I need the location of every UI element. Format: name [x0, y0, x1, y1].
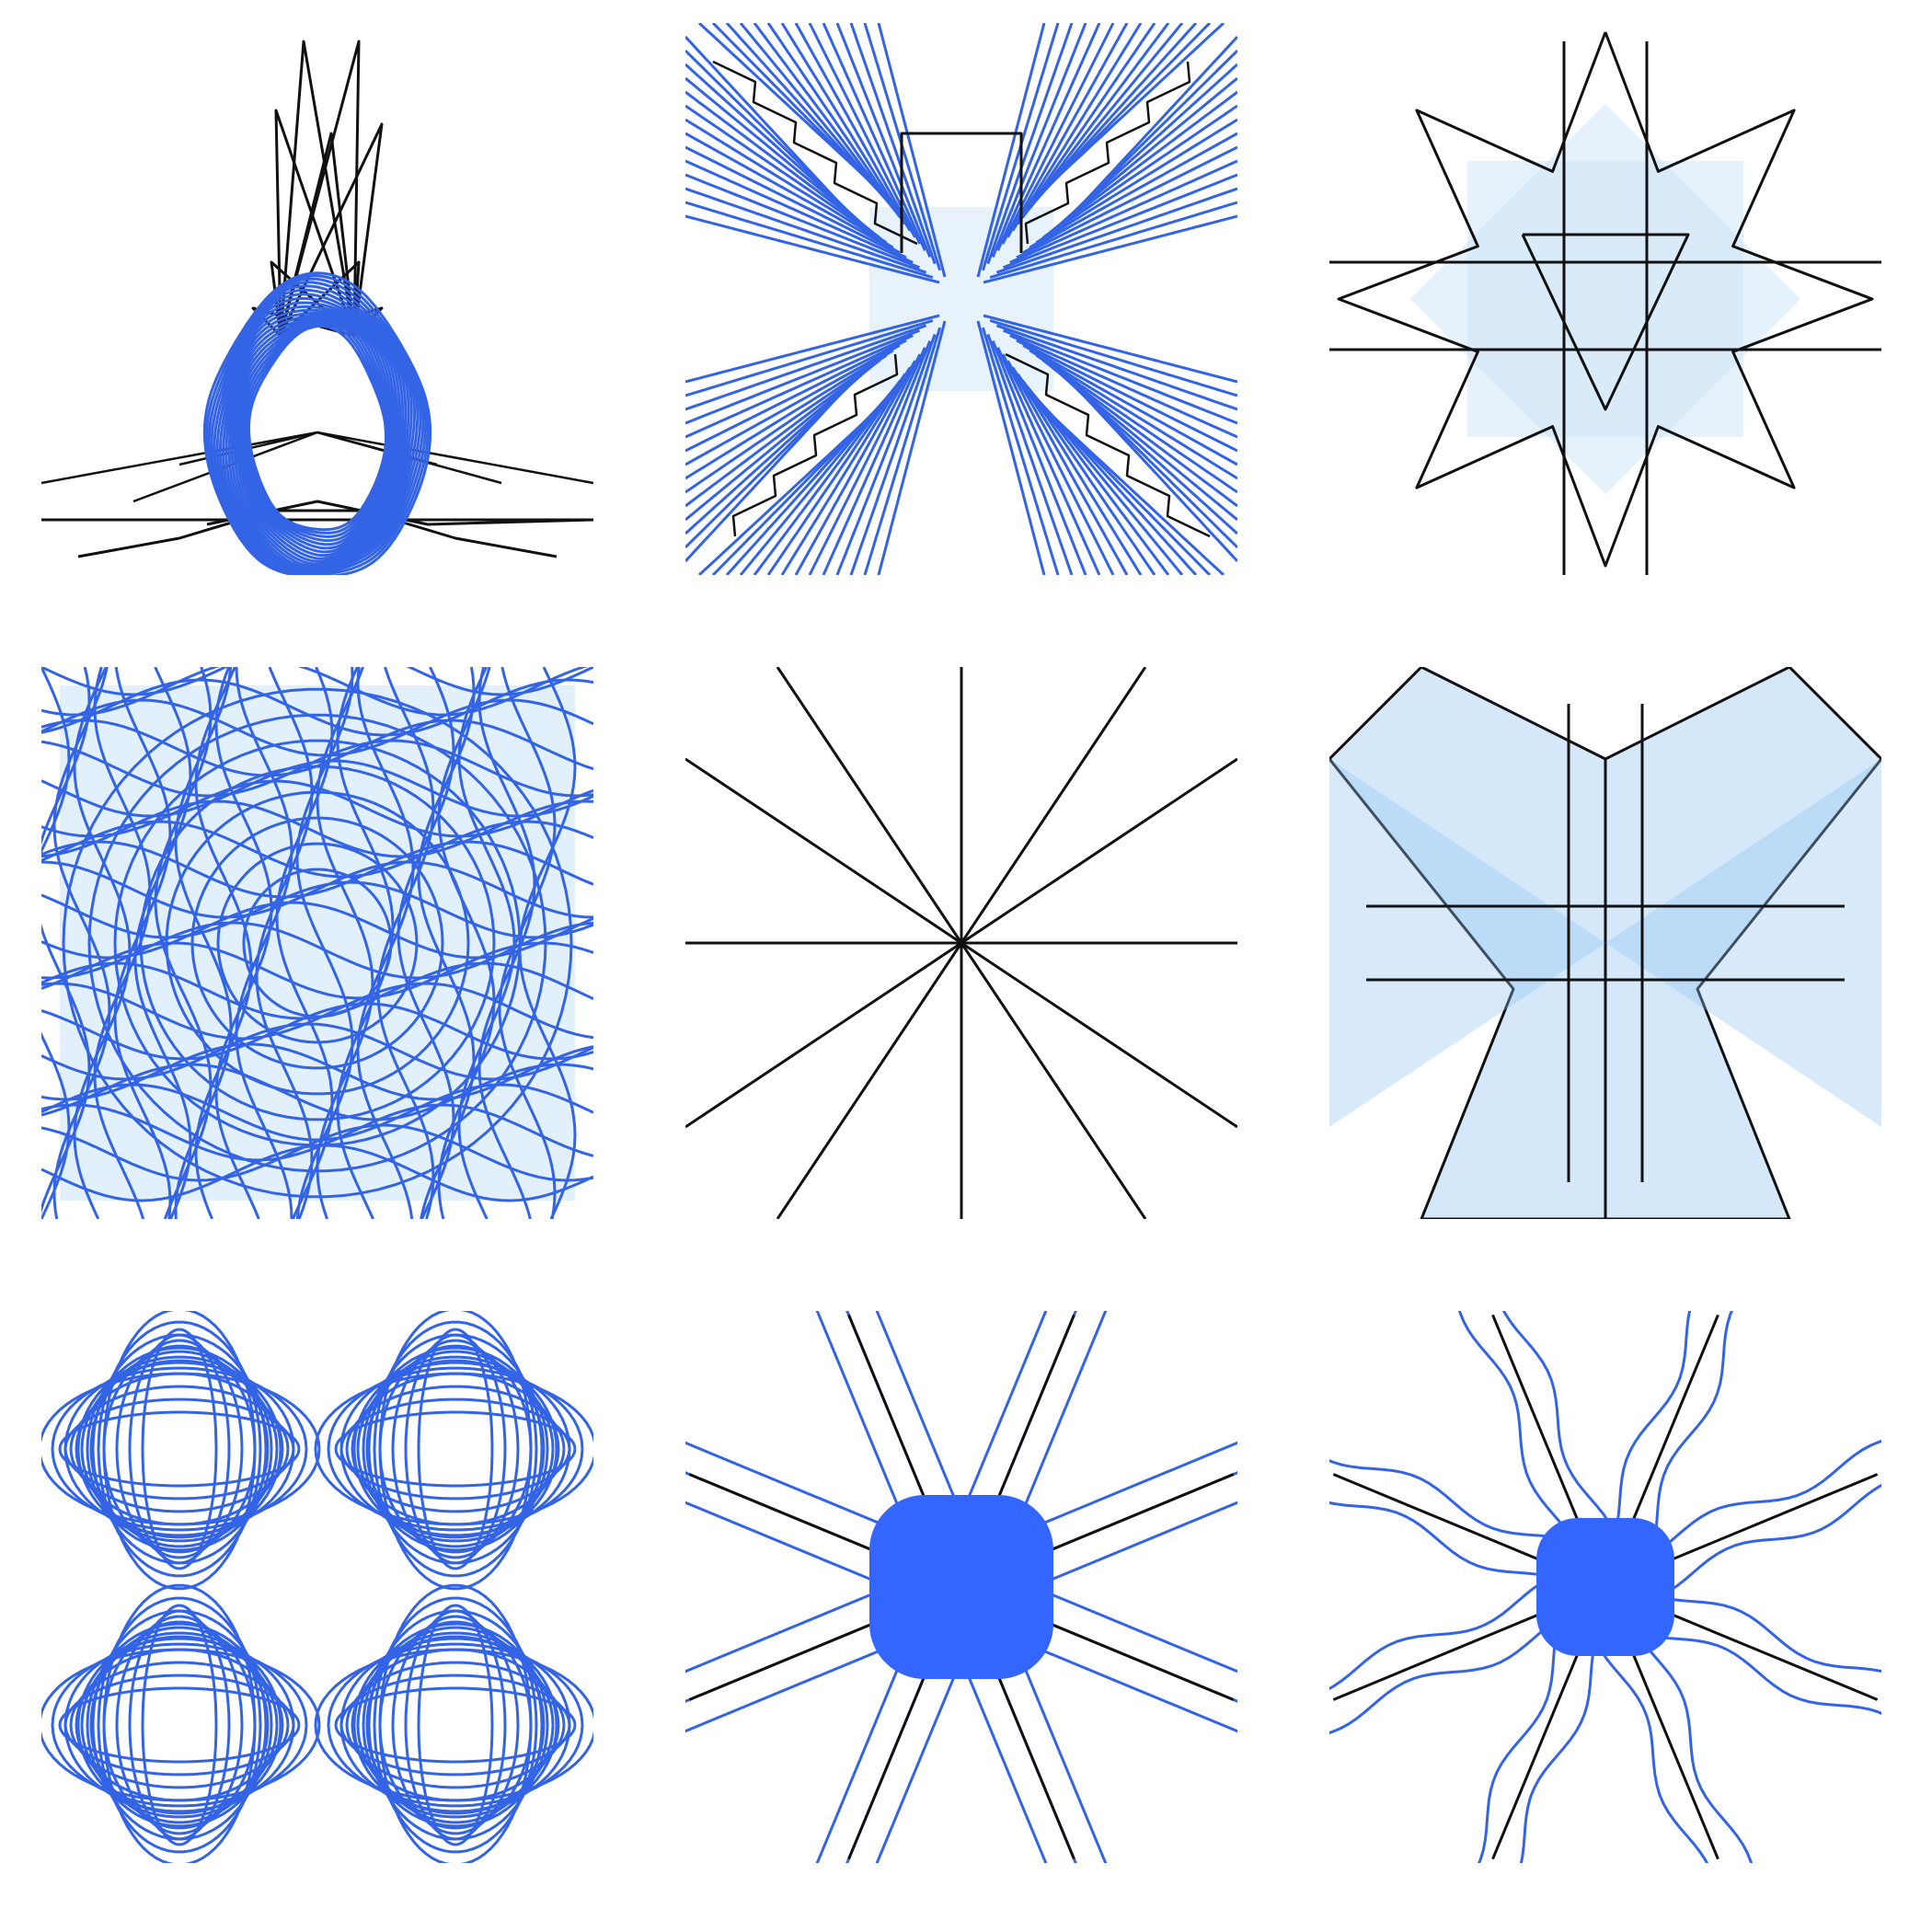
black-ray-5: [317, 432, 593, 483]
loop-h-2-3: [76, 1650, 282, 1800]
loop-h-1-3: [352, 1374, 558, 1524]
bowtie-pattern: [1329, 667, 1881, 1219]
loop-v-0-3: [104, 1346, 255, 1552]
star-outline-pattern: [1329, 23, 1881, 575]
loop-v-2-3: [104, 1622, 255, 1828]
panel-r1c3: [1329, 23, 1881, 575]
panel-r3c3: [1329, 1311, 1881, 1863]
panel-r1c1: [41, 23, 593, 575]
core-arms-pattern: [685, 1311, 1237, 1863]
loop-v-3-3: [380, 1622, 531, 1828]
wavy-arms-pattern: [1329, 1311, 1881, 1863]
black-ray-0: [41, 432, 317, 483]
square-weave-pattern: [41, 667, 593, 1219]
egg-ring-pattern: [41, 23, 593, 575]
panel-r2c1: [41, 667, 593, 1219]
panel-r3c1: [41, 1311, 593, 1863]
starburst-pattern: [685, 667, 1237, 1219]
panel-r2c3: [1329, 667, 1881, 1219]
loop-h-3-3: [352, 1650, 558, 1800]
loop-h-0-3: [76, 1374, 282, 1524]
panel-r2c2: [685, 667, 1237, 1219]
corner-loops-pattern: [41, 1311, 593, 1863]
panel-r3c2: [685, 1311, 1237, 1863]
blue-core: [1536, 1518, 1674, 1656]
x-lattice-pattern: [685, 23, 1237, 575]
black-zigzag-0: [41, 501, 593, 524]
loop-v-1-3: [380, 1346, 531, 1552]
blue-core: [869, 1495, 1053, 1679]
panel-r1c2: [685, 23, 1237, 575]
